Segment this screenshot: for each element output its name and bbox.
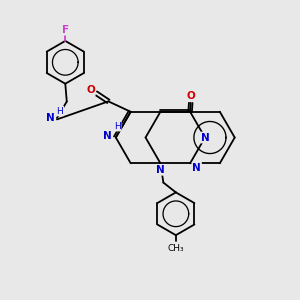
Text: CH₃: CH₃	[167, 244, 184, 253]
Text: N: N	[156, 165, 165, 175]
Text: O: O	[86, 85, 95, 95]
Text: H: H	[114, 122, 121, 131]
Text: F: F	[62, 25, 69, 34]
Text: O: O	[186, 91, 195, 101]
Text: N: N	[103, 131, 112, 141]
Text: H: H	[57, 106, 63, 116]
Text: N: N	[46, 113, 55, 123]
Text: N: N	[192, 163, 201, 173]
Text: N: N	[201, 133, 209, 142]
